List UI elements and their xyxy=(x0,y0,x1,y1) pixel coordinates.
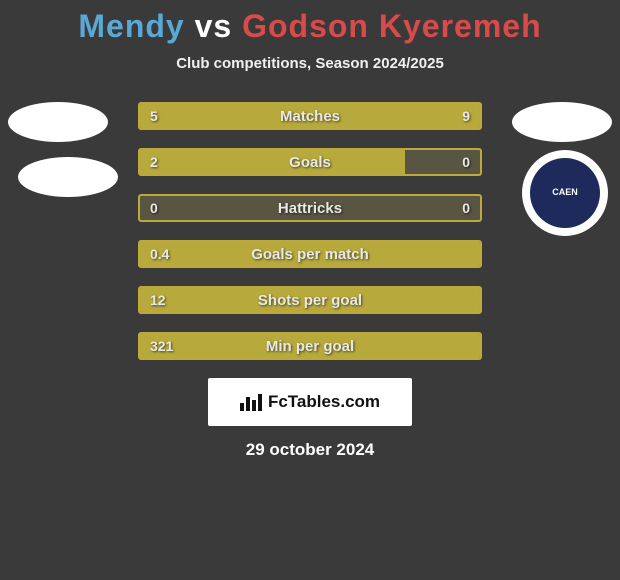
value-right: 0 xyxy=(452,196,480,220)
value-right xyxy=(460,334,480,358)
stat-row: 20Goals xyxy=(138,148,482,176)
row-label: Hattricks xyxy=(140,196,480,220)
player1-name: Mendy xyxy=(78,8,184,44)
value-left: 2 xyxy=(140,150,168,174)
branding-badge: FcTables.com xyxy=(208,378,412,426)
subtitle: Club competitions, Season 2024/2025 xyxy=(0,55,620,72)
value-left: 321 xyxy=(140,334,183,358)
stats-area: CAEN 59Matches20Goals00Hattricks0.4Goals… xyxy=(0,102,620,360)
bar-left xyxy=(140,288,480,312)
value-left: 0.4 xyxy=(140,242,179,266)
stat-row: 0.4Goals per match xyxy=(138,240,482,268)
club-crest-label: CAEN xyxy=(530,158,600,228)
title-vs: vs xyxy=(195,8,233,44)
bar-right xyxy=(262,104,480,128)
value-right xyxy=(460,288,480,312)
date-text: 29 october 2024 xyxy=(0,440,620,460)
player2-badge-top xyxy=(512,102,612,142)
value-right: 9 xyxy=(452,104,480,128)
bar-left xyxy=(140,150,405,174)
stat-row: 59Matches xyxy=(138,102,482,130)
player2-name: Godson Kyeremeh xyxy=(242,8,542,44)
stat-row: 12Shots per goal xyxy=(138,286,482,314)
comparison-card: Mendy vs Godson Kyeremeh Club competitio… xyxy=(0,0,620,580)
page-title: Mendy vs Godson Kyeremeh xyxy=(0,0,620,45)
player1-badge-top xyxy=(8,102,108,142)
bar-left xyxy=(140,334,480,358)
bar-left xyxy=(140,242,480,266)
club-crest: CAEN xyxy=(522,150,608,236)
value-right xyxy=(460,242,480,266)
value-left: 5 xyxy=(140,104,168,128)
value-left: 0 xyxy=(140,196,168,220)
branding-text: FcTables.com xyxy=(268,392,380,412)
player1-badge-bottom xyxy=(18,157,118,197)
branding-icon xyxy=(240,393,262,411)
stat-rows: 59Matches20Goals00Hattricks0.4Goals per … xyxy=(0,102,620,360)
value-left: 12 xyxy=(140,288,176,312)
stat-row: 0 0Hattricks xyxy=(138,194,482,222)
value-right: 0 xyxy=(452,150,480,174)
stat-row: 321Min per goal xyxy=(138,332,482,360)
